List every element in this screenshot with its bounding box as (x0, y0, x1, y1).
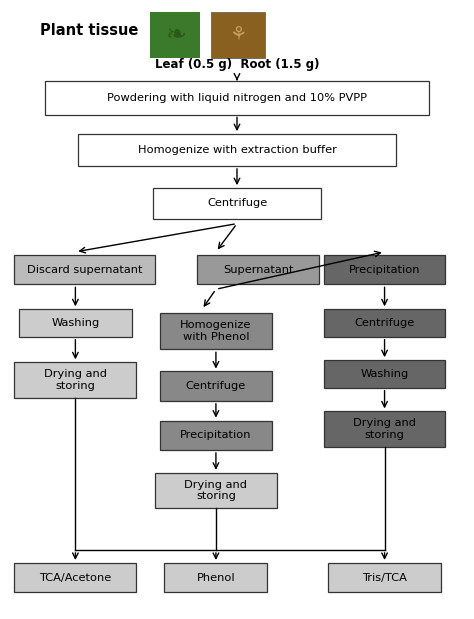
Text: Centrifuge: Centrifuge (186, 381, 246, 391)
FancyBboxPatch shape (324, 412, 446, 447)
Text: Centrifuge: Centrifuge (207, 198, 267, 209)
Text: Leaf (0.5 g)  Root (1.5 g): Leaf (0.5 g) Root (1.5 g) (155, 58, 319, 71)
FancyBboxPatch shape (160, 420, 272, 450)
FancyBboxPatch shape (328, 563, 441, 592)
Text: Homogenize with extraction buffer: Homogenize with extraction buffer (137, 145, 337, 155)
FancyBboxPatch shape (78, 134, 396, 166)
FancyBboxPatch shape (15, 563, 137, 592)
FancyBboxPatch shape (160, 313, 272, 349)
FancyBboxPatch shape (15, 362, 137, 398)
FancyBboxPatch shape (153, 188, 321, 219)
Text: Homogenize
with Phenol: Homogenize with Phenol (180, 320, 252, 342)
Text: TCA/Acetone: TCA/Acetone (39, 573, 111, 582)
Text: Centrifuge: Centrifuge (355, 318, 415, 328)
Text: Washing: Washing (51, 318, 100, 328)
Text: Phenol: Phenol (197, 573, 235, 582)
Text: Precipitation: Precipitation (349, 265, 420, 275)
Text: Drying and
storing: Drying and storing (44, 370, 107, 391)
FancyBboxPatch shape (45, 81, 429, 115)
FancyBboxPatch shape (15, 255, 155, 284)
Text: Supernatant: Supernatant (223, 265, 293, 275)
FancyBboxPatch shape (324, 360, 446, 387)
FancyBboxPatch shape (197, 255, 319, 284)
Text: Drying and
storing: Drying and storing (184, 480, 247, 501)
Text: Drying and
storing: Drying and storing (353, 418, 416, 440)
Text: Powdering with liquid nitrogen and 10% PVPP: Powdering with liquid nitrogen and 10% P… (107, 93, 367, 103)
FancyBboxPatch shape (324, 255, 446, 284)
FancyBboxPatch shape (160, 371, 272, 401)
FancyBboxPatch shape (155, 473, 277, 508)
Text: Precipitation: Precipitation (180, 430, 252, 440)
FancyBboxPatch shape (19, 310, 132, 337)
Text: Plant tissue: Plant tissue (40, 23, 138, 38)
FancyBboxPatch shape (150, 12, 200, 58)
FancyBboxPatch shape (324, 310, 446, 337)
Text: Tris/TCA: Tris/TCA (362, 573, 407, 582)
Text: ⚘: ⚘ (230, 25, 247, 44)
Text: ❧: ❧ (164, 23, 186, 46)
FancyBboxPatch shape (211, 12, 265, 58)
Text: Discard supernatant: Discard supernatant (27, 265, 143, 275)
Text: Washing: Washing (360, 369, 409, 379)
FancyBboxPatch shape (164, 563, 267, 592)
